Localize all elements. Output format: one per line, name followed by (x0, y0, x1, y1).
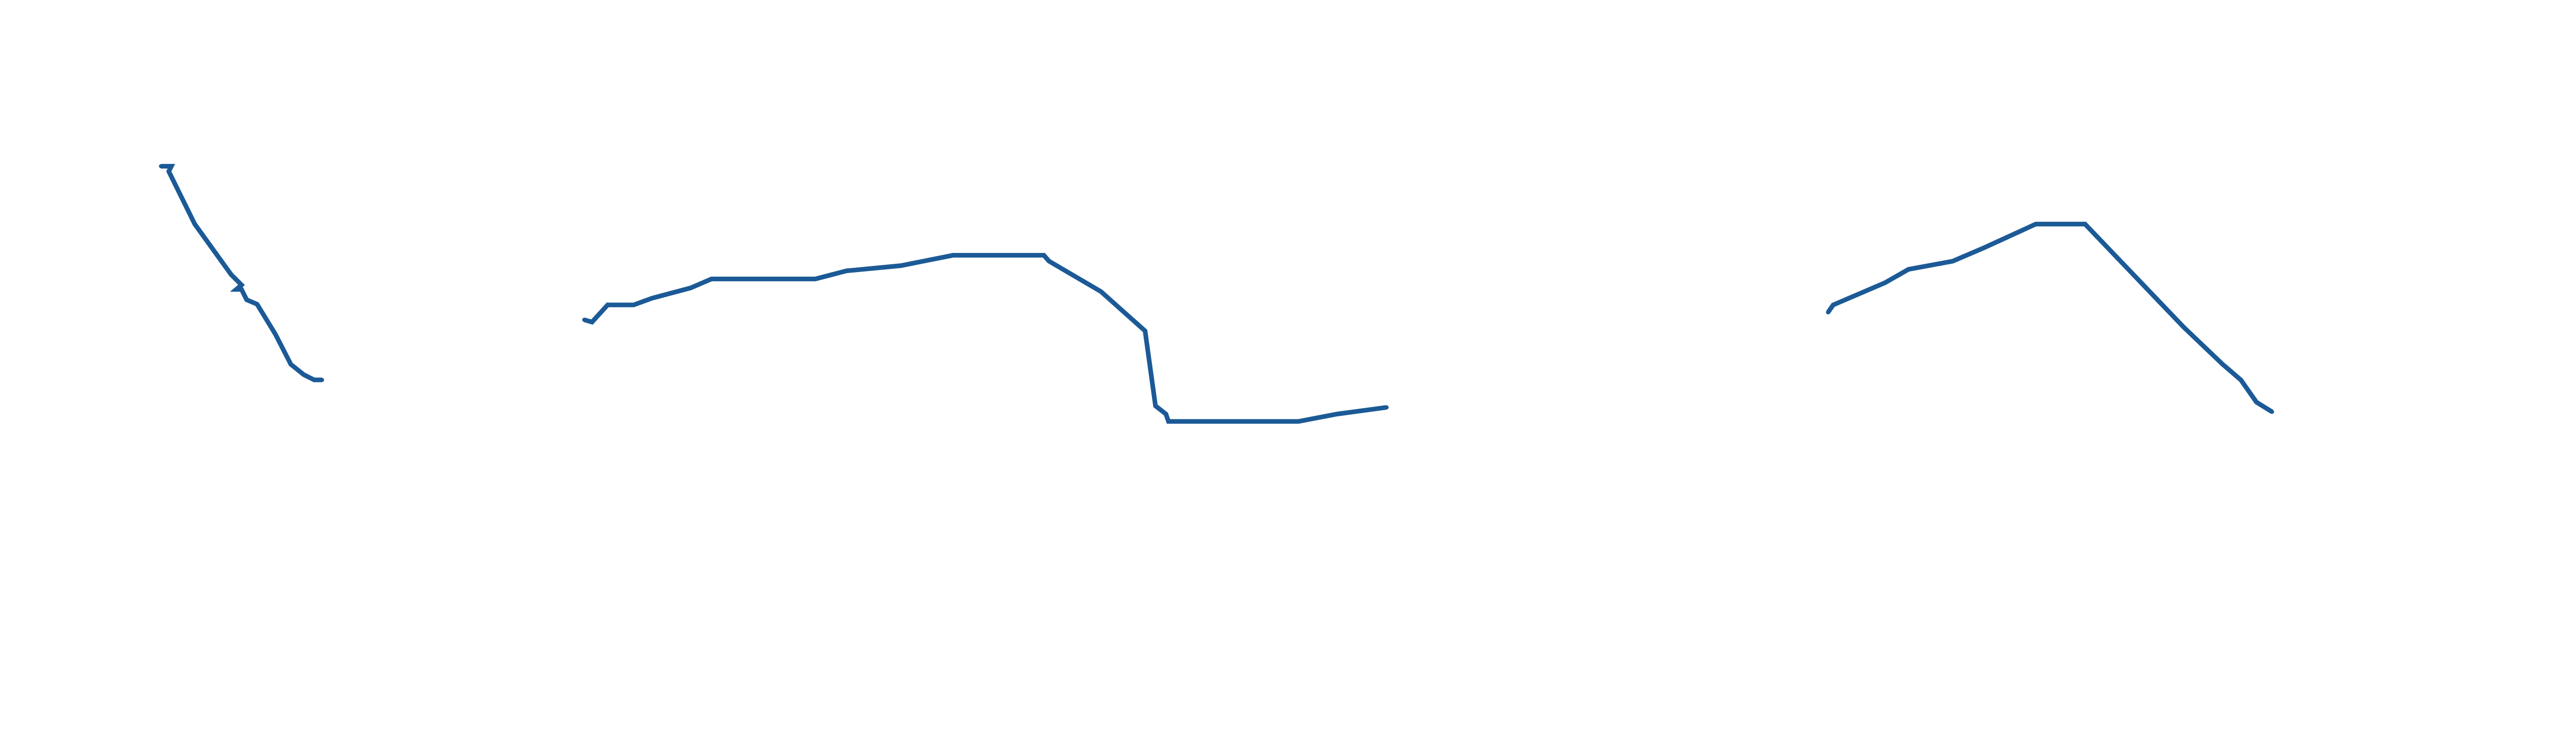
data-point (320, 378, 324, 382)
data-point (1042, 253, 1046, 258)
data-point (1099, 289, 1103, 294)
data-point (255, 302, 259, 307)
data-point (1143, 329, 1147, 333)
data-point (301, 373, 306, 377)
series-line-segment-2 (1826, 222, 2274, 414)
series-line-segment-1 (583, 252, 1387, 424)
data-point (1981, 246, 1986, 250)
data-point (1296, 419, 1300, 424)
data-point (590, 320, 595, 324)
data-point (169, 164, 174, 168)
data-point (844, 268, 849, 273)
data-point (1951, 259, 1955, 263)
data-point (2239, 378, 2243, 382)
data-point (239, 283, 244, 287)
data-point (1047, 259, 1052, 263)
data-point (159, 164, 163, 168)
data-point (1335, 412, 1340, 416)
data-point (273, 332, 278, 336)
data-point (312, 378, 316, 382)
data-point (1906, 267, 1911, 272)
data-point (234, 287, 239, 292)
data-point (229, 272, 233, 277)
data-point (166, 169, 171, 174)
data-point (244, 297, 249, 302)
data-point (1166, 419, 1171, 424)
data-point (613, 302, 618, 307)
data-point (239, 287, 244, 292)
data-point (1153, 403, 1158, 408)
data-point (2181, 325, 2186, 329)
series-0 (159, 164, 2274, 424)
data-point (813, 277, 818, 281)
data-point (1883, 280, 1887, 285)
data-point (193, 222, 197, 226)
data-point (709, 277, 714, 281)
data-point (688, 285, 693, 290)
data-point (1164, 412, 1168, 416)
data-point (2221, 362, 2225, 366)
data-point (2254, 400, 2259, 404)
data-point (582, 317, 586, 322)
data-point (631, 302, 636, 307)
data-point (289, 362, 293, 366)
data-point (2083, 222, 2088, 226)
data-point (2033, 222, 2038, 226)
data-point (1826, 310, 1831, 315)
data-point (2270, 410, 2274, 414)
data-point (650, 296, 654, 300)
data-point (1384, 405, 1389, 410)
series-line-segment-0 (161, 164, 322, 382)
data-point (605, 302, 610, 307)
data-point (899, 263, 903, 268)
data-point (951, 253, 955, 258)
data-point (1831, 302, 1836, 307)
